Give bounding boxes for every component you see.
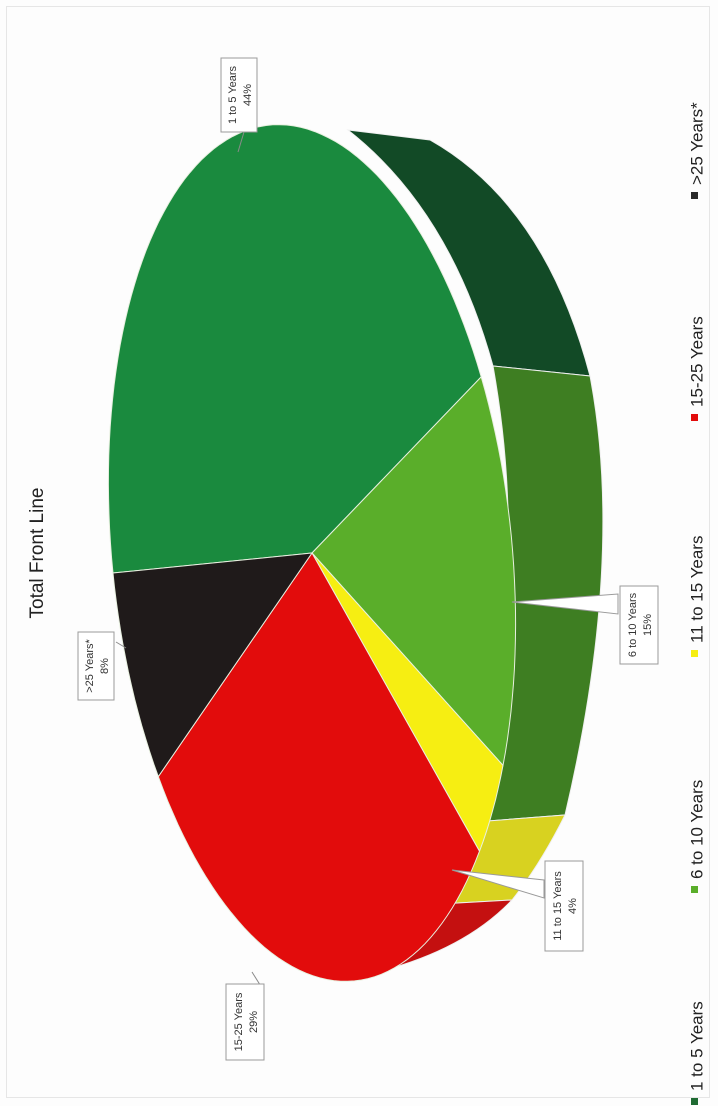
legend-swatch	[691, 192, 698, 199]
pie-top	[107, 124, 517, 982]
legend-label: >25 Years*	[687, 102, 706, 185]
pie-slice-gt-25-years	[112, 552, 314, 778]
legend: 1 to 5 Years 6 to 10 Years 11 to 15 Year…	[687, 102, 706, 1105]
callout-pointers	[115, 131, 619, 989]
pointer-gt-25-years	[115, 641, 127, 649]
callout-value: 44%	[242, 84, 254, 106]
legend-entry-gt-25-years: >25 Years*	[687, 102, 706, 199]
callout-value: 29%	[248, 1011, 260, 1033]
legend-swatch	[691, 1098, 698, 1105]
callout-value: 4%	[567, 898, 579, 914]
chart-title: Total Front Line	[27, 488, 48, 619]
callout-label: 6 to 10 Years	[627, 592, 639, 657]
legend-entry-15-25-years: 15-25 Years	[687, 316, 706, 421]
legend-swatch	[691, 650, 698, 657]
legend-swatch	[691, 414, 698, 421]
legend-label: 6 to 10 Years	[687, 780, 706, 879]
callout-label: 1 to 5 Years	[227, 65, 239, 124]
callout-gt-25-years: >25 Years* 8%	[77, 631, 115, 701]
pointer-1-to-5-years	[237, 131, 245, 153]
pointer-11-to-15-years	[451, 869, 545, 899]
legend-entry-11-to-15-years: 11 to 15 Years	[687, 536, 706, 657]
pie-slice-6-to-10-years	[311, 375, 517, 767]
callout-1-to-5-years: 1 to 5 Years 44%	[220, 57, 258, 133]
callout-label: 15-25 Years	[233, 992, 245, 1051]
callout-value: 8%	[99, 658, 111, 674]
legend-label: 15-25 Years	[687, 316, 706, 407]
callout-6-to-10-years: 6 to 10 Years 15%	[619, 585, 659, 665]
legend-label: 1 to 5 Years	[687, 1001, 706, 1091]
callout-11-to-15-years: 11 to 15 Years 4%	[544, 860, 584, 952]
pie-slice-11-to-15-years	[311, 552, 504, 853]
pie-slice-1-to-5-years	[107, 124, 482, 574]
callout-value: 15%	[642, 614, 654, 636]
legend-label: 11 to 15 Years	[687, 536, 706, 643]
scan-border	[6, 6, 710, 1098]
legend-swatch	[691, 886, 698, 893]
legend-entry-6-to-10-years: 6 to 10 Years	[687, 780, 706, 893]
pointer-6-to-10-years	[511, 593, 619, 615]
callout-15-25-years: 15-25 Years 29%	[225, 983, 265, 1061]
callout-label: >25 Years*	[84, 639, 96, 693]
callout-label: 11 to 15 Years	[552, 871, 564, 941]
legend-entry-1-to-5-years: 1 to 5 Years	[687, 1001, 706, 1105]
